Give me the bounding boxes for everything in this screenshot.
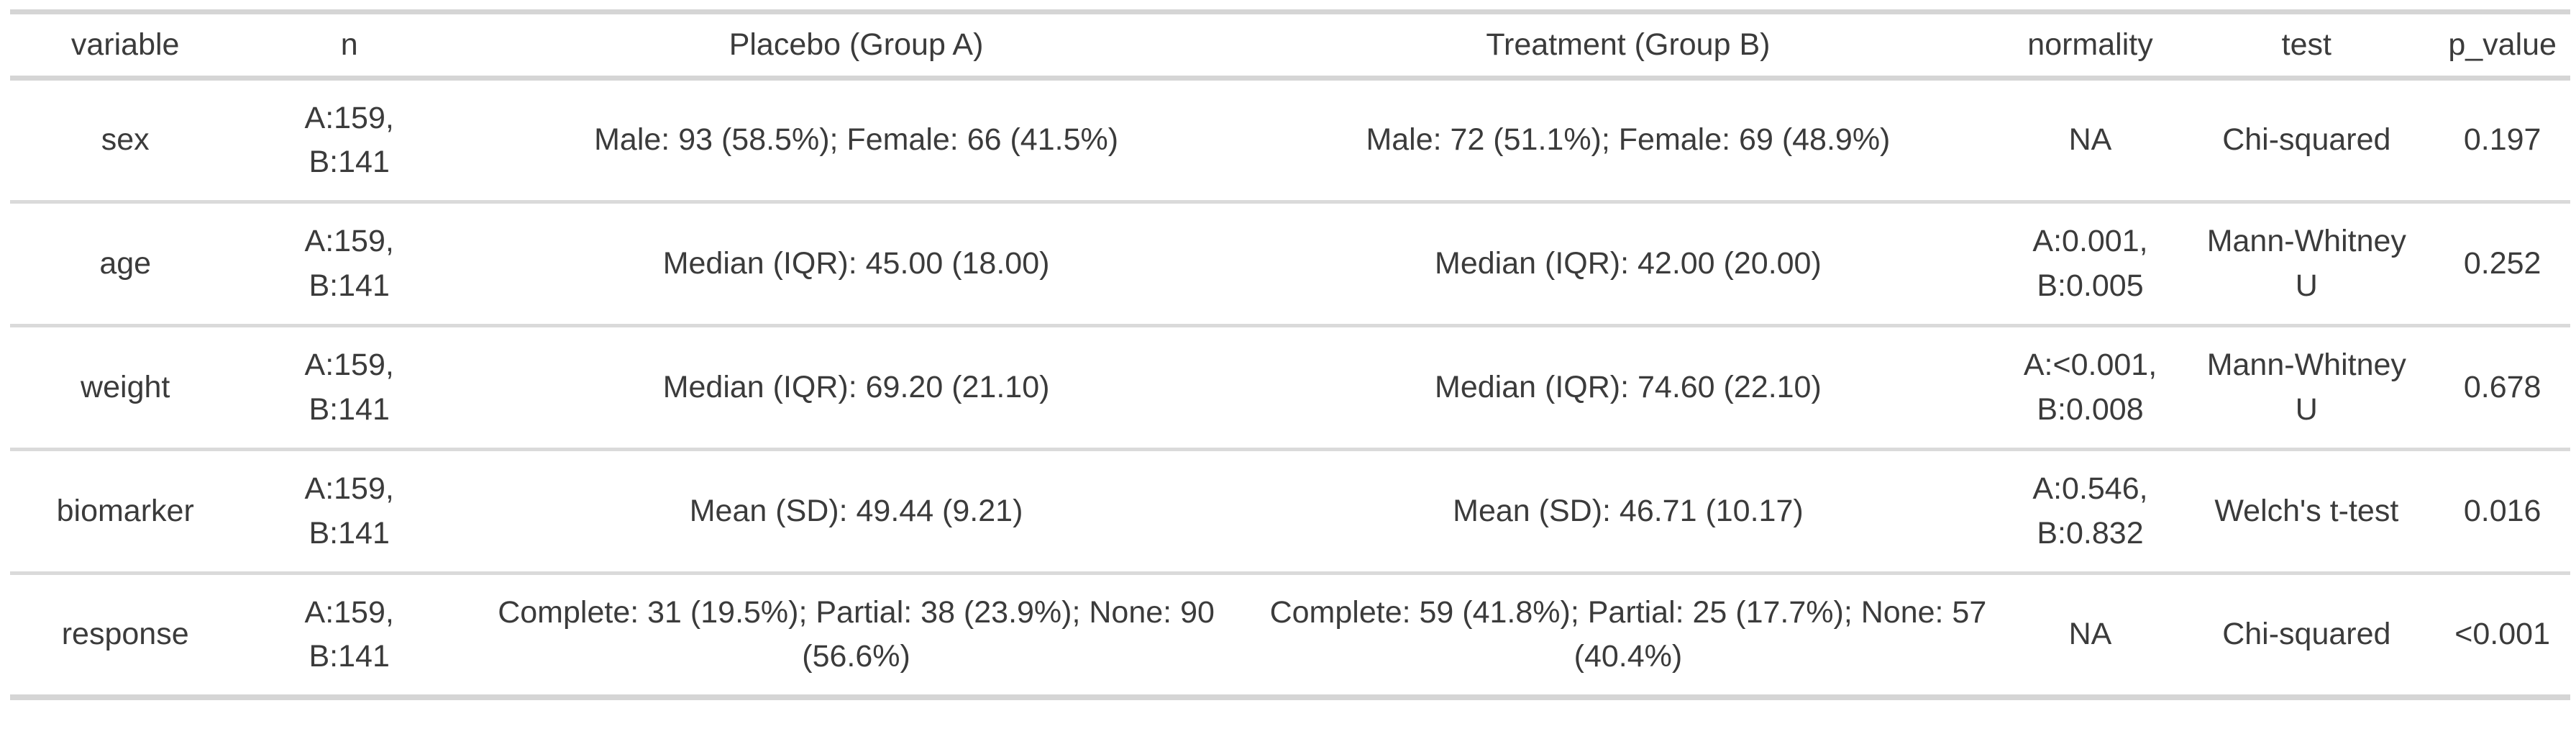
cell-p-value: 0.016 — [2463, 493, 2541, 528]
column-header-n: n — [340, 27, 358, 62]
cell-n: A:159, B:141 — [304, 471, 394, 550]
cell-variable: biomarker — [56, 493, 194, 528]
cell-placebo-summary: Median (IQR): 45.00 (18.00) — [662, 245, 1050, 281]
table-row-age: age A:159, B:141 Median (IQR): 45.00 (18… — [10, 202, 2570, 326]
cell-n: A:159, B:141 — [304, 348, 394, 427]
cell-normality: NA — [2068, 617, 2112, 652]
column-header-p-value: p_value — [2448, 27, 2557, 62]
cell-p-value: <0.001 — [2454, 617, 2550, 652]
cell-n: A:159, B:141 — [304, 224, 394, 303]
cell-variable: weight — [81, 369, 170, 404]
cell-normality: A:0.001, B:0.005 — [2032, 224, 2148, 303]
cell-placebo-summary: Male: 93 (58.5%); Female: 66 (41.5%) — [594, 122, 1119, 158]
statistical-summary-table-frame: variable n Placebo (Group A) Treatment (… — [10, 9, 2570, 700]
cell-variable: age — [99, 245, 152, 281]
cell-n: A:159, B:141 — [304, 594, 394, 674]
cell-treatment-summary: Median (IQR): 42.00 (20.00) — [1435, 245, 1822, 281]
column-header-placebo-group-a: Placebo (Group A) — [729, 27, 984, 62]
table-row-weight: weight A:159, B:141 Median (IQR): 69.20 … — [10, 326, 2570, 450]
cell-treatment-summary: Male: 72 (51.1%); Female: 69 (48.9%) — [1366, 122, 1891, 158]
cell-test: Welch's t-test — [2214, 493, 2399, 528]
table-row-biomarker: biomarker A:159, B:141 Mean (SD): 49.44 … — [10, 450, 2570, 574]
cell-variable: response — [61, 617, 189, 652]
statistical-summary-table: variable n Placebo (Group A) Treatment (… — [10, 9, 2570, 700]
cell-placebo-summary: Median (IQR): 69.20 (21.10) — [662, 369, 1050, 404]
cell-treatment-summary: Median (IQR): 74.60 (22.10) — [1435, 369, 1822, 404]
cell-treatment-summary: Complete: 59 (41.8%); Partial: 25 (17.7%… — [1269, 594, 1987, 674]
column-header-test: test — [2281, 27, 2331, 62]
table-row-response: response A:159, B:141 Complete: 31 (19.5… — [10, 574, 2570, 697]
cell-treatment-summary: Mean (SD): 46.71 (10.17) — [1453, 493, 1804, 528]
cell-normality: A:0.546, B:0.832 — [2032, 471, 2148, 550]
header-row: variable n Placebo (Group A) Treatment (… — [10, 12, 2570, 78]
cell-test: Mann-Whitney U — [2206, 224, 2406, 303]
cell-variable: sex — [101, 122, 150, 158]
table-header: variable n Placebo (Group A) Treatment (… — [10, 12, 2570, 78]
cell-p-value: 0.197 — [2463, 122, 2541, 158]
column-header-treatment-group-b: Treatment (Group B) — [1486, 27, 1771, 62]
cell-placebo-summary: Complete: 31 (19.5%); Partial: 38 (23.9%… — [498, 594, 1215, 674]
cell-normality: NA — [2068, 122, 2112, 158]
column-header-variable: variable — [70, 27, 180, 62]
cell-test: Chi-squared — [2222, 122, 2391, 158]
cell-p-value: 0.252 — [2463, 245, 2541, 281]
cell-placebo-summary: Mean (SD): 49.44 (9.21) — [689, 493, 1023, 528]
cell-n: A:159, B:141 — [304, 100, 394, 179]
column-header-normality: normality — [2027, 27, 2153, 62]
cell-test: Mann-Whitney U — [2206, 348, 2406, 427]
cell-test: Chi-squared — [2222, 617, 2391, 652]
cell-normality: A:<0.001, B:0.008 — [2023, 348, 2157, 427]
cell-p-value: 0.678 — [2463, 369, 2541, 404]
table-body: sex A:159, B:141 Male: 93 (58.5%); Femal… — [10, 78, 2570, 697]
table-row-sex: sex A:159, B:141 Male: 93 (58.5%); Femal… — [10, 78, 2570, 202]
